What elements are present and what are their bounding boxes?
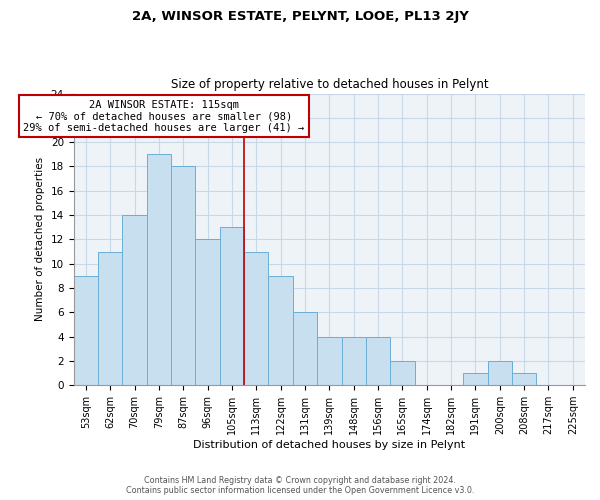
X-axis label: Distribution of detached houses by size in Pelynt: Distribution of detached houses by size … [193, 440, 466, 450]
Y-axis label: Number of detached properties: Number of detached properties [35, 158, 45, 322]
Text: 2A, WINSOR ESTATE, PELYNT, LOOE, PL13 2JY: 2A, WINSOR ESTATE, PELYNT, LOOE, PL13 2J… [131, 10, 469, 23]
Text: 2A WINSOR ESTATE: 115sqm
← 70% of detached houses are smaller (98)
29% of semi-d: 2A WINSOR ESTATE: 115sqm ← 70% of detach… [23, 100, 304, 133]
Text: Contains HM Land Registry data © Crown copyright and database right 2024.
Contai: Contains HM Land Registry data © Crown c… [126, 476, 474, 495]
Bar [390, 361, 415, 385]
Bar [268, 276, 293, 385]
Bar [341, 336, 366, 385]
Bar [122, 215, 147, 385]
Bar [147, 154, 171, 385]
Bar [488, 361, 512, 385]
Bar [244, 252, 268, 385]
Bar [293, 312, 317, 385]
Bar [317, 336, 341, 385]
Bar [171, 166, 196, 385]
Bar [196, 240, 220, 385]
Title: Size of property relative to detached houses in Pelynt: Size of property relative to detached ho… [170, 78, 488, 91]
Bar [512, 373, 536, 385]
Bar [366, 336, 390, 385]
Bar [463, 373, 488, 385]
Bar [220, 227, 244, 385]
Bar [98, 252, 122, 385]
Bar [74, 276, 98, 385]
